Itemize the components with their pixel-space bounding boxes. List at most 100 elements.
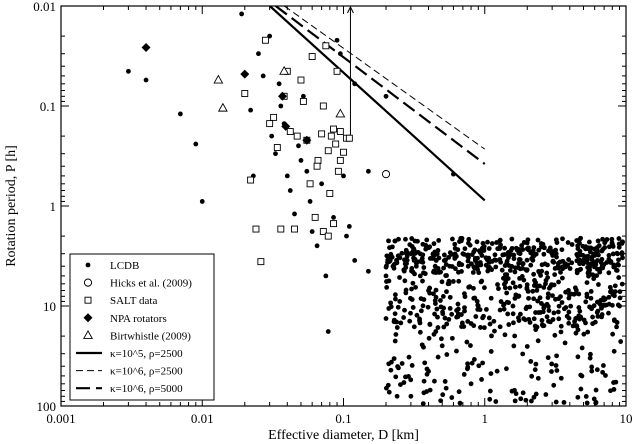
- point-salt: [324, 232, 332, 240]
- point-salt: [327, 132, 335, 140]
- point-lcdb: [177, 111, 183, 117]
- point-lcdb: [433, 270, 439, 275]
- point-lcdb: [544, 314, 550, 320]
- point-lcdb: [384, 253, 390, 259]
- point-lcdb: [591, 303, 597, 309]
- point-lcdb: [455, 314, 461, 320]
- point-lcdb: [544, 301, 550, 307]
- point-lcdb: [193, 141, 199, 147]
- point-salt: [311, 213, 319, 221]
- point-lcdb: [606, 270, 612, 276]
- point-salt: [241, 90, 249, 97]
- point-lcdb: [479, 253, 485, 258]
- point-lcdb: [591, 276, 597, 282]
- point-lcdb: [541, 285, 547, 290]
- x-tick-label: 0.01: [191, 411, 214, 426]
- point-lcdb: [239, 11, 245, 17]
- point-lcdb: [515, 294, 521, 299]
- point-lcdb: [593, 262, 599, 267]
- point-lcdb: [542, 261, 548, 267]
- point-lcdb: [408, 295, 413, 301]
- point-lcdb: [584, 400, 590, 406]
- point-birtwhistle: [279, 65, 290, 75]
- point-lcdb: [431, 331, 437, 337]
- point-lcdb: [447, 294, 453, 300]
- point-lcdb: [399, 250, 405, 256]
- point-lcdb: [553, 237, 559, 243]
- point-salt: [261, 36, 269, 44]
- point-lcdb: [457, 400, 463, 406]
- point-lcdb: [433, 294, 439, 300]
- point-lcdb: [611, 264, 617, 270]
- point-lcdb: [410, 280, 416, 286]
- point-lcdb: [500, 252, 506, 258]
- point-lcdb: [256, 51, 261, 57]
- line-k6_r2500: [284, 6, 486, 150]
- point-lcdb: [323, 273, 329, 279]
- point-lcdb: [413, 284, 418, 290]
- point-lcdb: [397, 299, 403, 304]
- point-lcdb: [553, 399, 559, 405]
- point-lcdb: [535, 298, 541, 304]
- point-lcdb: [427, 322, 433, 327]
- point-lcdb: [548, 284, 553, 290]
- point-lcdb: [309, 229, 315, 234]
- legend-marker-salt: [84, 296, 92, 304]
- point-lcdb: [519, 274, 525, 279]
- point-lcdb: [553, 363, 559, 368]
- point-lcdb: [522, 317, 528, 323]
- point-npa: [281, 121, 291, 131]
- point-lcdb: [478, 262, 484, 268]
- point-lcdb: [442, 379, 448, 384]
- point-lcdb: [440, 311, 446, 317]
- point-lcdb: [446, 317, 452, 322]
- point-lcdb: [512, 269, 518, 275]
- point-lcdb: [487, 388, 493, 394]
- point-lcdb: [421, 378, 427, 384]
- point-lcdb: [614, 324, 619, 330]
- point-lcdb: [406, 374, 411, 379]
- point-lcdb: [531, 296, 537, 302]
- point-salt: [345, 134, 353, 142]
- point-lcdb: [531, 271, 537, 277]
- point-lcdb: [507, 285, 513, 291]
- point-lcdb: [433, 287, 439, 293]
- point-lcdb: [578, 266, 584, 272]
- point-lcdb: [409, 243, 415, 249]
- point-lcdb: [409, 250, 415, 256]
- point-lcdb: [590, 272, 596, 278]
- point-lcdb: [492, 328, 497, 334]
- point-lcdb: [438, 398, 444, 404]
- point-lcdb: [609, 236, 615, 242]
- point-lcdb: [284, 173, 290, 179]
- point-lcdb: [620, 255, 625, 261]
- point-lcdb: [346, 224, 352, 229]
- tick-labels: 0.001 0.01 0.1 1 10 0.01 0.1 1 10 100: [33, 0, 632, 426]
- point-lcdb: [469, 261, 474, 267]
- point-lcdb: [418, 251, 423, 257]
- point-lcdb: [540, 323, 546, 329]
- point-salt: [336, 128, 344, 135]
- point-lcdb: [602, 302, 608, 308]
- line-k5_r2500: [269, 6, 486, 202]
- point-lcdb: [502, 263, 508, 268]
- point-lcdb: [365, 168, 371, 174]
- point-lcdb: [465, 258, 471, 264]
- point-lcdb: [510, 311, 516, 317]
- point-lcdb: [352, 258, 358, 263]
- point-lcdb: [391, 317, 397, 323]
- point-lcdb: [559, 247, 565, 253]
- point-lcdb: [617, 295, 623, 301]
- arrow-head: [347, 6, 354, 14]
- point-birtwhistle: [213, 74, 224, 84]
- point-lcdb: [481, 313, 486, 319]
- point-lcdb: [580, 261, 586, 267]
- point-lcdb: [408, 310, 413, 316]
- point-lcdb: [391, 265, 397, 271]
- point-lcdb: [594, 309, 600, 315]
- point-lcdb: [616, 244, 622, 250]
- point-salt: [330, 220, 337, 228]
- point-lcdb: [529, 373, 535, 379]
- point-lcdb: [402, 278, 408, 284]
- point-lcdb: [594, 273, 600, 279]
